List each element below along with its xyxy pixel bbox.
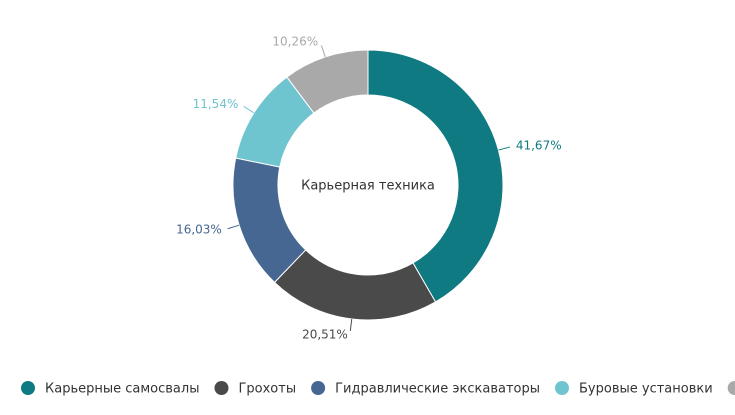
value-label: 41,67% [516,138,562,152]
leader-line [320,45,326,58]
legend-marker [21,381,35,395]
legend-marker [214,381,229,395]
value-label: 16,03% [176,222,222,236]
legend-label: Карьерные самосвалы [45,382,199,397]
legend-marker [727,381,735,395]
leader-line [349,318,353,331]
slice [286,49,369,114]
legend-label: Грохоты [238,382,296,397]
legend-label: Гидравлические экскаваторы [335,382,540,397]
slice [273,249,437,321]
center-label: Карьерная техника [301,179,435,194]
leader-line [227,224,240,230]
legend-marker [311,381,326,395]
value-label: 10,26% [272,34,318,48]
legend-label: Буровые установки [579,382,713,397]
leader-line [243,106,255,114]
legend-marker [555,381,569,395]
value-label: 11,54% [193,97,239,111]
slice [367,49,504,303]
value-label: 20,51% [302,327,348,341]
leader-line [498,146,511,151]
